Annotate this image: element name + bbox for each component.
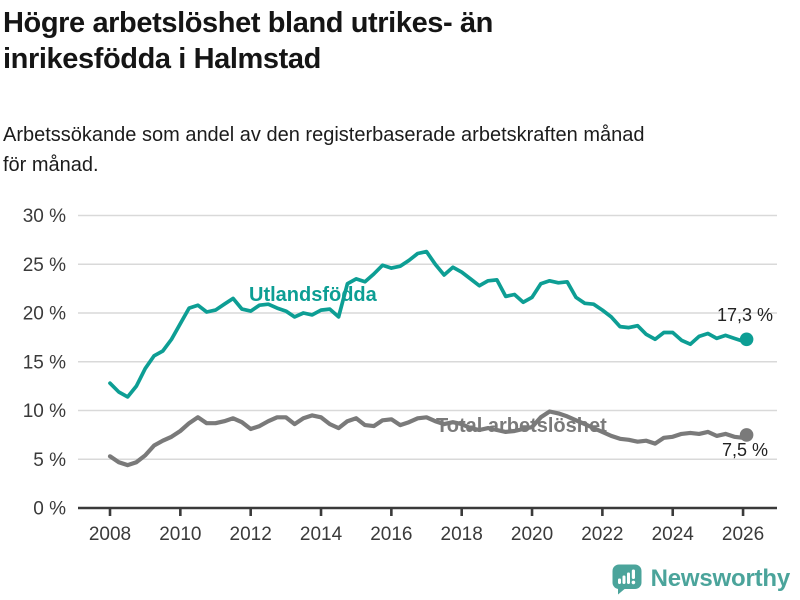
y-axis-tick-label: 25 %	[23, 255, 66, 276]
x-axis-tick-label: 2018	[441, 524, 483, 545]
brand-name: Newsworthy	[650, 565, 791, 592]
logo-bars-and-exclamation	[617, 569, 635, 585]
x-axis-tick-label: 2026	[722, 524, 764, 545]
series-endpoint-dot-total-arbetsloshet	[739, 428, 754, 442]
x-axis-tick-label: 2020	[511, 524, 553, 545]
series-label-total-arbetsloshet: Total arbetslöshet	[436, 415, 607, 437]
x-axis-tick-label: 2022	[581, 524, 623, 545]
page-title: Högre arbetslöshet bland utrikes- än inr…	[3, 5, 783, 77]
series-line-utlandsfodda	[108, 249, 749, 399]
series-line-total-arbetsloshet	[107, 409, 749, 468]
chart-speech-bubble-icon	[612, 564, 642, 595]
y-axis-tick-label: 30 %	[23, 206, 66, 227]
y-axis-tick-label: 10 %	[23, 401, 66, 422]
series-label-utlandsfodda: Utlandsfödda	[249, 284, 377, 306]
subtitle-line-1: Arbetssökande som andel av den registerb…	[3, 124, 645, 146]
newsworthy-logo: Newsworthy	[611, 563, 790, 595]
x-axis-tick-label: 2010	[159, 524, 201, 545]
title-line-1: Högre arbetslöshet bland utrikes- än	[3, 7, 493, 39]
x-axis-tick-label: 2024	[652, 524, 695, 545]
x-axis-tick-label: 2008	[89, 524, 131, 545]
x-axis-tick-label: 2014	[300, 524, 343, 545]
y-axis-tick-label: 20 %	[23, 304, 66, 325]
title-line-2: inrikesfödda i Halmstad	[3, 43, 321, 75]
y-axis-tick-label: 15 %	[23, 352, 66, 373]
chart-subtitle: Arbetssökande som andel av den registerb…	[3, 120, 793, 180]
y-axis-tick-label: 5 %	[33, 450, 66, 471]
series-endpoint-dot-utlandsfodda	[739, 332, 754, 347]
end-value-label-utlandsfodda: 17,3 %	[716, 305, 773, 325]
y-axis-tick-label: 0 %	[33, 499, 66, 520]
x-axis-tick-label: 2016	[370, 524, 412, 545]
x-axis-tick-label: 2012	[230, 524, 272, 545]
end-value-label-total-arbetsloshet: 7,5 %	[721, 440, 768, 460]
subtitle-line-2: för månad.	[3, 154, 99, 176]
